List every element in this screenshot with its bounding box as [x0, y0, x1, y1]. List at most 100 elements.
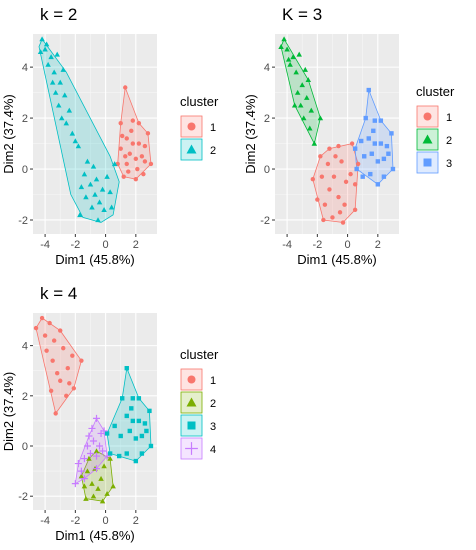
y-tick-label: 4: [22, 62, 28, 74]
cluster-2-point: [78, 473, 85, 479]
cluster-2-point: [296, 51, 302, 57]
cluster-3-point: [366, 136, 371, 141]
y-tick-label: 0: [22, 441, 28, 453]
y-tick-label: 0: [22, 164, 28, 176]
y-tick-label: 2: [22, 391, 28, 403]
cluster-3-point: [362, 154, 367, 159]
cluster-3-point: [124, 413, 129, 419]
cluster-3-point: [360, 174, 365, 179]
cluster-3-point: [389, 131, 394, 136]
cluster-2-point: [317, 115, 324, 121]
legend: cluster 1 2 3: [416, 84, 455, 174]
legend-label-4: 4: [210, 444, 216, 456]
cluster-2-point: [86, 455, 92, 461]
cluster-4-point: [88, 424, 96, 432]
cluster-2-point: [300, 115, 307, 121]
cluster-2-point: [77, 212, 83, 218]
cluster-2-point: [83, 194, 89, 200]
cluster-1-point: [139, 154, 145, 159]
chart-title: k = 2: [40, 5, 77, 24]
legend-marker-1: [187, 375, 196, 384]
cluster-2-point: [58, 115, 65, 121]
cluster-3-point: [378, 118, 384, 123]
legend: cluster 1 2 3 4: [180, 347, 219, 460]
cluster-1-point: [322, 202, 328, 207]
cluster-1-point: [319, 174, 325, 179]
cluster-2-point: [299, 82, 305, 88]
cluster-1-point: [118, 120, 123, 126]
cluster-4-point: [96, 442, 104, 450]
cluster-1-point: [333, 154, 338, 159]
cluster-2-point: [108, 204, 115, 210]
cluster-2-point: [83, 495, 89, 501]
cluster-1-point: [42, 333, 48, 338]
x-tick-label: -2: [312, 239, 322, 251]
x-tick-label: -2: [70, 515, 80, 527]
cluster-3-point: [133, 436, 139, 441]
cluster-1-point: [336, 194, 341, 200]
cluster-2-point: [93, 448, 100, 454]
cluster-2-point: [110, 483, 116, 489]
cluster-2-point: [84, 468, 91, 474]
cluster-2-point: [43, 41, 50, 47]
data-layer: [278, 36, 396, 225]
legend-marker-3: [423, 158, 432, 167]
x-tick-label: 2: [133, 515, 139, 527]
cluster-2-point: [69, 130, 76, 136]
cluster-1-point: [148, 161, 154, 167]
legend-marker-2: [186, 397, 197, 407]
cluster-1-point: [352, 207, 358, 212]
cluster-4-point: [86, 450, 94, 458]
cluster-1-point: [355, 161, 361, 167]
cluster-3-point: [354, 166, 359, 172]
cluster-1-point: [79, 358, 84, 363]
cluster-1-point: [123, 85, 128, 90]
cluster-1-point: [124, 161, 129, 167]
cluster-2-point: [89, 480, 95, 486]
cluster-1-point: [318, 154, 323, 159]
cluster-1-point: [39, 315, 45, 321]
cluster-2-point: [304, 94, 310, 100]
cluster-2-point: [63, 120, 70, 126]
cluster-3-point: [139, 451, 145, 456]
cluster-3-point: [130, 418, 136, 424]
cluster-4-point: [92, 452, 101, 460]
cluster-2-point: [99, 498, 106, 504]
y-axis-title: Dim2 (37.4%): [243, 94, 258, 173]
cluster-2-point: [55, 102, 62, 108]
cluster-2-point: [51, 69, 57, 75]
legend-label-2: 2: [446, 135, 452, 147]
cluster-3-point: [124, 366, 129, 371]
cluster-2-point: [104, 173, 110, 179]
cluster-3-point: [116, 453, 122, 459]
data-layer: [37, 36, 154, 223]
cluster-1-point: [65, 366, 70, 371]
x-axis-title: Dim1 (45.8%): [297, 252, 376, 267]
cluster-2-point: [98, 475, 104, 481]
cluster-1-point: [126, 169, 131, 174]
cluster-3-point: [366, 87, 371, 93]
cluster-2-point: [75, 143, 82, 149]
cluster-1-point: [142, 159, 148, 164]
cluster-2-point: [87, 181, 94, 187]
cluster-1-point: [330, 215, 335, 220]
cluster-1-point: [342, 202, 347, 207]
cluster-1-point: [136, 141, 142, 146]
legend-label-1: 1: [210, 122, 216, 134]
y-tick-label: 2: [264, 113, 270, 125]
cluster-1-point: [48, 388, 54, 393]
cluster-3-point: [118, 433, 123, 439]
cluster-2-point: [99, 186, 106, 192]
cluster-2-point: [81, 483, 88, 489]
cluster-3-point: [378, 141, 384, 146]
cluster-1-point: [133, 156, 139, 162]
cluster-1-point: [349, 141, 355, 146]
x-axis-title: Dim1 (45.8%): [55, 528, 134, 543]
legend-label-1: 1: [210, 375, 216, 387]
y-axis-title: Dim2 (37.4%): [1, 94, 16, 173]
cluster-1-point: [44, 348, 49, 353]
cluster-3-point: [371, 128, 376, 134]
legend-label-3: 3: [210, 421, 216, 433]
panel-k4: k = 4 -4 -2 0 2 -2 0 2 4 Dim1 (45.8%) Dim2 (37.4%)…: [1, 284, 219, 543]
cluster-4-point: [92, 414, 101, 422]
